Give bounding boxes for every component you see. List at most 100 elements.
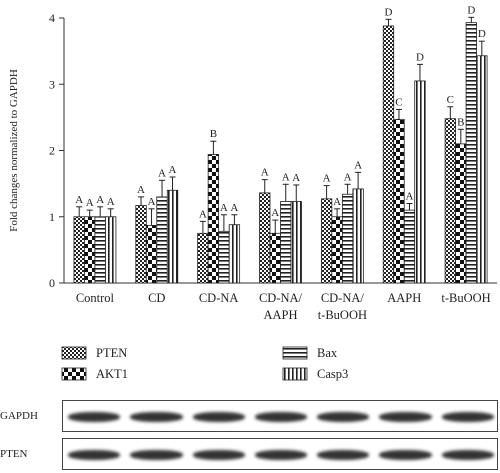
- pten-blot-image: [62, 438, 498, 470]
- gapdh-blot-label: GAPDH: [0, 410, 38, 422]
- legend-label-casp3: Casp3: [317, 367, 348, 381]
- x-tick-label: Control: [76, 291, 115, 305]
- bar-pten: [320, 198, 333, 284]
- bar-casp3: [228, 224, 241, 284]
- significance-letter: A: [86, 197, 94, 209]
- bar-akt1: [455, 143, 467, 284]
- legend-swatch-casp3: [282, 367, 308, 381]
- pten-blot-label: PTEN: [0, 448, 28, 460]
- significance-letter: A: [137, 184, 145, 196]
- significance-letter: A: [158, 167, 166, 179]
- x-tick-label: t-BuOOH: [318, 308, 367, 322]
- bar-akt1: [145, 224, 158, 284]
- legend: PTEN AKT1 Bax Casp3: [61, 346, 348, 381]
- significance-letter: A: [323, 173, 331, 185]
- bar-akt1: [207, 154, 220, 284]
- x-tick-label: CD-NA/: [321, 291, 365, 305]
- x-tick-label: AAPH: [387, 291, 421, 305]
- significance-letter: B: [457, 116, 464, 128]
- significance-letter: A: [292, 172, 300, 184]
- significance-letter: A: [148, 196, 156, 208]
- bar-bax: [280, 201, 292, 284]
- blot-band: [317, 412, 370, 422]
- bar-pten: [382, 25, 395, 284]
- legend-label-akt1: AKT1: [96, 367, 128, 381]
- significance-letter: A: [271, 207, 279, 219]
- y-tick-label: 2: [49, 144, 55, 158]
- bar-pten: [197, 232, 209, 284]
- y-axis-label: Fold changes normalized to GAPDH: [8, 69, 20, 232]
- legend-label-pten: PTEN: [96, 346, 127, 360]
- x-tick-label: AAPH: [263, 308, 297, 322]
- legend-swatch-akt1: [61, 367, 87, 381]
- blot-band: [192, 412, 245, 422]
- significance-letter: A: [220, 202, 228, 214]
- bar-akt1: [269, 232, 281, 284]
- significance-letter: A: [261, 167, 269, 179]
- blot-band: [317, 450, 370, 460]
- bar-casp3: [414, 80, 426, 284]
- bar-casp3: [352, 188, 364, 284]
- significance-letter: A: [230, 202, 238, 214]
- bar-pten: [135, 205, 147, 284]
- significance-letter: A: [75, 194, 83, 206]
- significance-letter: C: [395, 96, 402, 108]
- bar-akt1: [393, 118, 405, 284]
- blot-band: [441, 412, 494, 422]
- bar-bax: [341, 193, 354, 284]
- legend-label-bax: Bax: [317, 346, 338, 360]
- bar-bax: [218, 230, 230, 284]
- bar-casp3: [105, 216, 117, 284]
- blot-band: [441, 450, 494, 460]
- bar-pten: [259, 192, 271, 284]
- bar-casp3: [290, 201, 302, 284]
- blot-band: [192, 450, 245, 460]
- bar-pten: [444, 118, 456, 284]
- significance-letter: A: [333, 196, 341, 208]
- significance-letter: A: [96, 194, 104, 206]
- blot-band: [254, 450, 308, 460]
- bars: [73, 16, 488, 284]
- significance-letter: A: [354, 159, 362, 171]
- significance-letter: A: [405, 191, 413, 203]
- blot-band: [379, 450, 432, 460]
- bar-bax: [156, 196, 168, 284]
- x-tick-label: t-BuOOH: [441, 291, 490, 305]
- blot-band: [68, 412, 121, 422]
- blot-band: [130, 412, 183, 422]
- y-tick-label: 0: [49, 276, 55, 290]
- bar-akt1: [331, 216, 343, 284]
- significance-letter: D: [416, 51, 424, 63]
- y-tick-label: 4: [49, 11, 55, 25]
- bar-bax: [403, 209, 416, 284]
- significance-letter: A: [344, 171, 352, 183]
- bar-casp3: [476, 55, 488, 284]
- pten-blot-row: PTEN: [0, 437, 500, 471]
- significance-letter: D: [384, 6, 392, 18]
- significance-letter: A: [282, 171, 290, 183]
- legend-swatch-bax: [282, 346, 308, 360]
- x-tick-label: CD-NA: [199, 291, 239, 305]
- significance-letter: A: [199, 208, 207, 220]
- y-tick-label: 3: [49, 77, 55, 91]
- blot-band: [130, 450, 183, 460]
- significance-letter: A: [169, 164, 177, 176]
- blot-band: [254, 412, 308, 422]
- y-tick-label: 1: [49, 210, 55, 224]
- bar-pten: [73, 216, 85, 284]
- bar-bax: [465, 22, 477, 284]
- significance-letter: D: [467, 4, 475, 16]
- significance-letter: B: [210, 128, 217, 140]
- gapdh-blot-image: [62, 400, 498, 432]
- bar-casp3: [166, 189, 179, 284]
- bar-bax: [94, 216, 106, 284]
- gapdh-blot-row: GAPDH: [0, 399, 500, 433]
- x-tick-label: CD: [148, 291, 165, 305]
- blot-band: [379, 412, 432, 422]
- x-tick-label: CD-NA/: [259, 291, 303, 305]
- legend-swatch-pten: [61, 346, 87, 360]
- blot-band: [68, 450, 121, 460]
- significance-letter: D: [478, 28, 486, 40]
